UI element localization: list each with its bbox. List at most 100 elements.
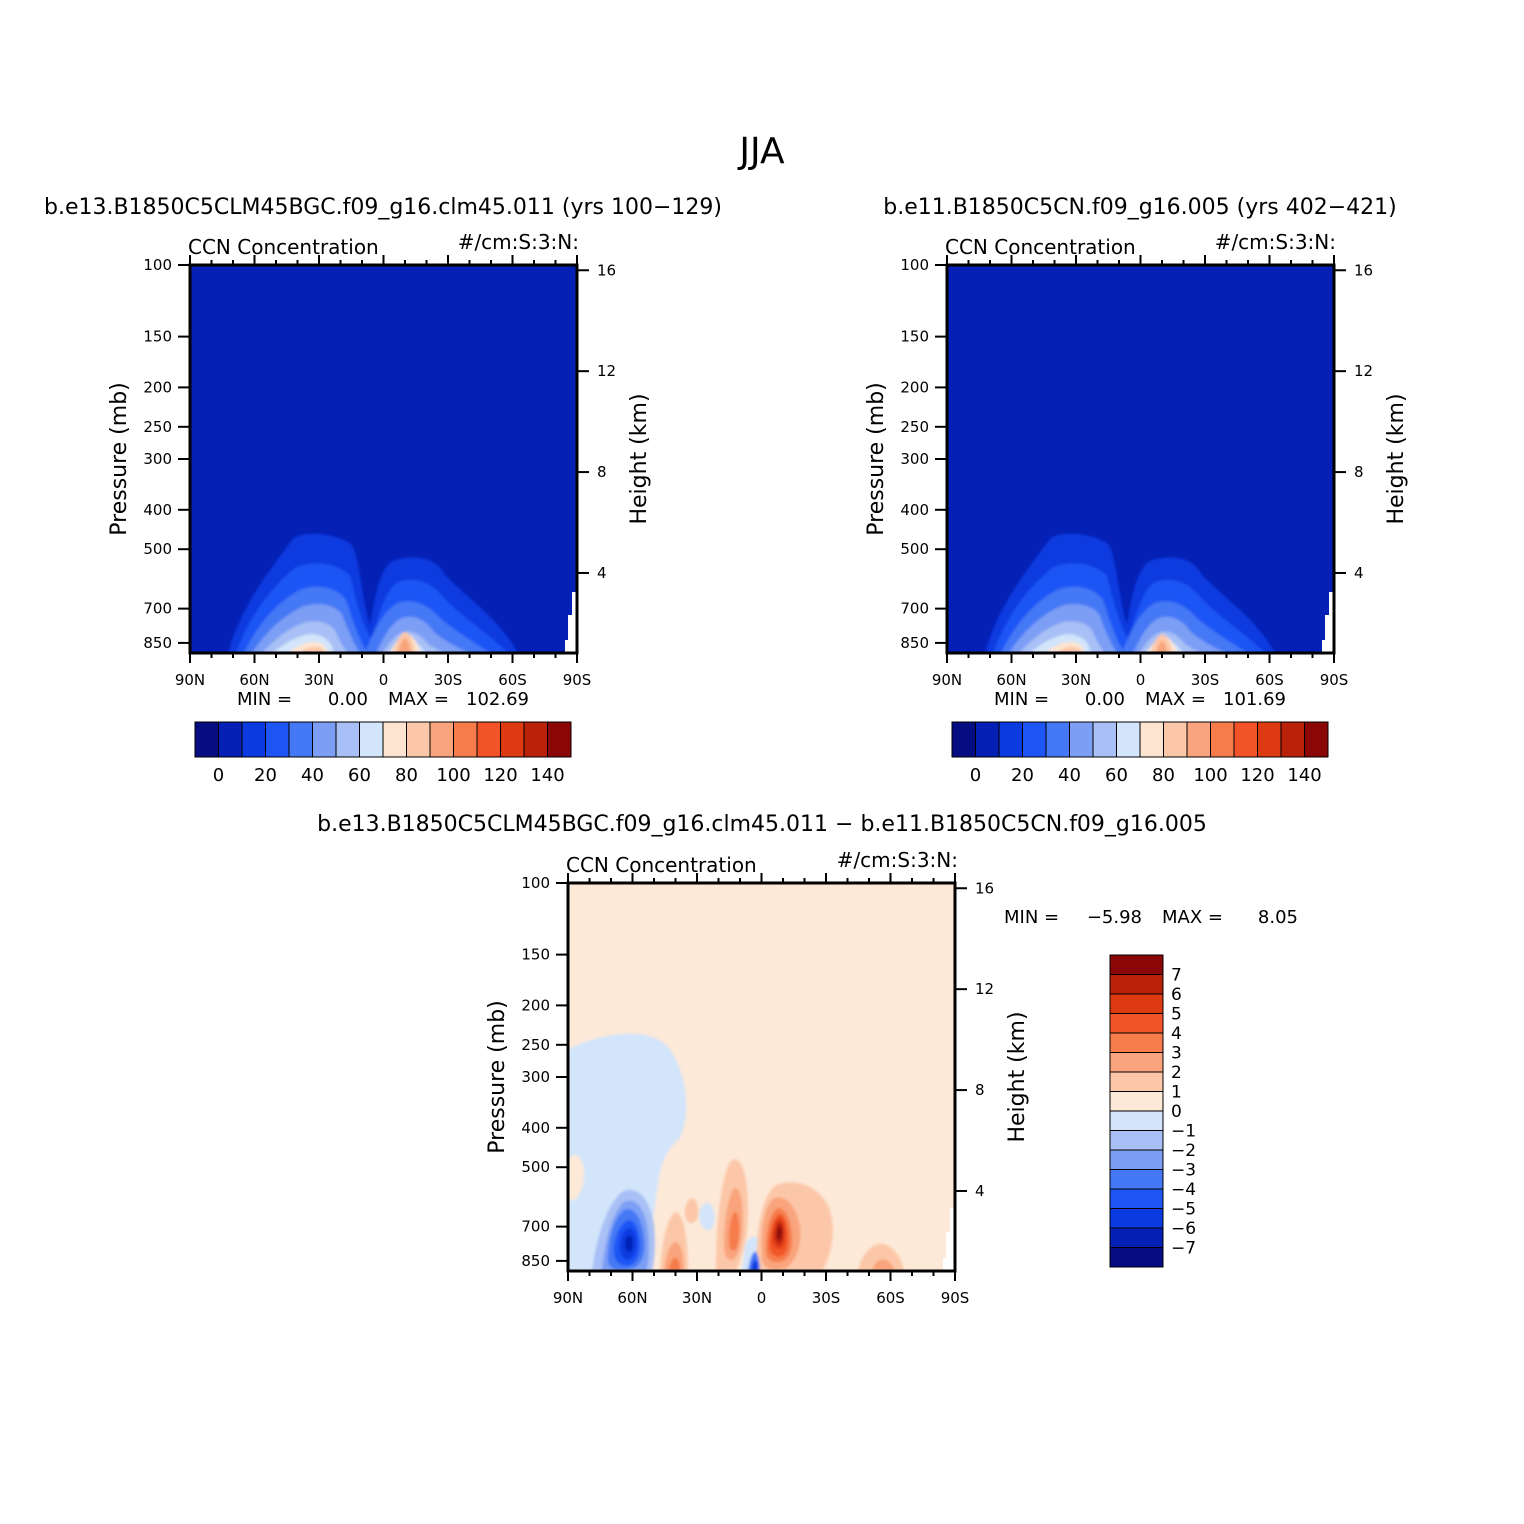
panel-b-colorbar-box [951,721,976,758]
panel-c-colorbar-box [1109,1013,1164,1034]
panel-model-a: b.e13.B1850C5CLM45BGC.f09_g16.clm45.011 … [44,195,722,786]
panel-c-plot-area [568,883,955,1271]
panel-a-min-label: MIN = [237,689,292,710]
panel-c-colorbar-box [1109,1032,1164,1053]
panel-b-y-tick-label: 700 [900,600,929,618]
panel-a-x-tick-label: 30S [434,671,463,689]
panel-b-min-value: 0.00 [1085,689,1125,710]
panel-c-colorbar-box [1109,1091,1164,1112]
panel-c-right-tick-label: 4 [975,1182,985,1200]
panel-c-colorbar-box [1109,1169,1164,1190]
panel-c-x-tick-label: 30N [682,1289,712,1307]
panel-b-y-tick-label: 300 [900,450,929,468]
panel-c-units: #/cm:S:3:N: [837,848,958,872]
panel-c-contours [568,1033,904,1271]
panel-a-y-tick-label: 100 [143,256,172,274]
panel-c-colorbar-label: 3 [1171,1044,1182,1064]
panel-c-contour-pos-7 [777,1226,782,1240]
panel-b-colorbar-box [1280,721,1305,758]
panel-a-x-tick-label: 90S [563,671,592,689]
panel-b-x-tick-label: 60N [996,671,1026,689]
panel-b-x-tick-label: 0 [1136,671,1146,689]
panel-c-contour-pos-3 [668,1208,792,1271]
panel-a-colorbar-box [194,721,219,758]
panel-c-colorbar-box [1109,1247,1164,1268]
panel-c-max-value: 8.05 [1258,907,1298,928]
panel-b-y-tick-label: 500 [900,540,929,558]
panel-b-x-tick-label: 30S [1191,671,1220,689]
panel-a-colorbar-label: 120 [483,765,517,786]
panel-c-y-tick-label: 250 [521,1036,550,1054]
panel-a-max-value: 102.69 [466,689,529,710]
panel-a-contour-110 [398,638,411,653]
panel-c-colorbar-box [1109,1188,1164,1209]
panel-a-x-tick-label: 90N [175,671,205,689]
panel-b-colorbar-box [1186,721,1211,758]
panel-c-x-tick-label: 60S [876,1289,905,1307]
panel-b-colorbar-box [1139,721,1164,758]
panel-b-x-tick-label: 30N [1061,671,1091,689]
panel-difference: b.e13.B1850C5CLM45BGC.f09_g16.clm45.011 … [317,812,1298,1307]
panel-a-colorbar-label: 40 [301,765,324,786]
panel-c-colorbar-box [1109,1110,1164,1131]
panel-a-colorbar-label: 80 [395,765,418,786]
panel-a-x-tick-label: 30N [304,671,334,689]
panel-c-colorbar-label: −4 [1171,1180,1196,1200]
panel-c-x-tick-label: 90S [941,1289,970,1307]
panel-c-y-tick-label: 200 [521,996,550,1014]
panel-c-colorbar-box [1109,1208,1164,1229]
panel-a-colorbar-label: 100 [436,765,470,786]
panel-a-min-value: 0.00 [328,689,368,710]
panel-c-x-tick-label: 0 [757,1289,767,1307]
panel-c-right-tick-label: 8 [975,1081,985,1099]
panel-a-y-tick-label: 300 [143,450,172,468]
panel-c-missing-data [943,1208,955,1271]
panel-c-colorbar-box [1109,1149,1164,1170]
panel-a-y-tick-label: 150 [143,328,172,346]
panel-b-y-tick-label: 400 [900,501,929,519]
panel-c-right-tick-label: 16 [975,879,994,897]
panel-a-units: #/cm:S:3:N: [458,230,579,254]
panel-a-colorbar-box [547,721,572,758]
panel-c-y-tick-label: 300 [521,1068,550,1086]
panel-b-contour-110 [1156,641,1167,653]
panel-c-colorbar-box [1109,974,1164,995]
panel-c-contour-neg-near-eq-core [751,1259,758,1271]
panel-c-right-tick-label: 12 [975,980,994,998]
panel-b-colorbar-label: 100 [1193,765,1227,786]
panel-c-contour-pos-1a [568,1154,585,1200]
panel-a-missing-data [565,592,577,653]
panel-c-x-tick-label: 30S [812,1289,841,1307]
panel-b-ylabel: Pressure (mb) [864,382,889,536]
panel-c-colorbar-box [1109,1227,1164,1248]
panel-b-colorbar-box [1163,721,1188,758]
panel-c-y-tick-label: 100 [521,874,550,892]
panel-c-colorbar-label: −7 [1171,1239,1196,1259]
panel-a-colorbar-box [523,721,548,758]
panel-a-y-tick-label: 200 [143,378,172,396]
panel-a-right-tick-label: 12 [597,362,616,380]
panel-b-x-tick-label: 90N [932,671,962,689]
panel-b-y-tick-label: 100 [900,256,929,274]
panel-b-colorbar-box [1116,721,1141,758]
panel-b-y-tick-label: 850 [900,634,929,652]
panel-a-colorbar-box [453,721,478,758]
panel-c-min-label: MIN = [1004,907,1059,928]
panel-b-colorbar-label: 80 [1152,765,1175,786]
panel-b-x-tick-label: 90S [1320,671,1349,689]
panel-b-colorbar-box [998,721,1023,758]
panel-a-right-tick-label: 8 [597,463,607,481]
panel-b-colorbar-box [1069,721,1094,758]
panel-a-plot-area [190,265,577,653]
panel-a-colorbar-box [312,721,337,758]
panel-c-x-tick-label: 90N [553,1289,583,1307]
panel-a-colorbar-label: 0 [213,765,224,786]
panel-a-x-tick-label: 0 [379,671,389,689]
panel-b-units: #/cm:S:3:N: [1215,230,1336,254]
panel-a-colorbar-box [335,721,360,758]
panel-b-colorbar-label: 0 [970,765,981,786]
panel-a-colorbar-box [382,721,407,758]
panel-c-ylabel-right: Height (km) [1005,1011,1030,1142]
panel-a-colorbar: 0 20 40 60 80 100 120 140 [194,721,572,786]
